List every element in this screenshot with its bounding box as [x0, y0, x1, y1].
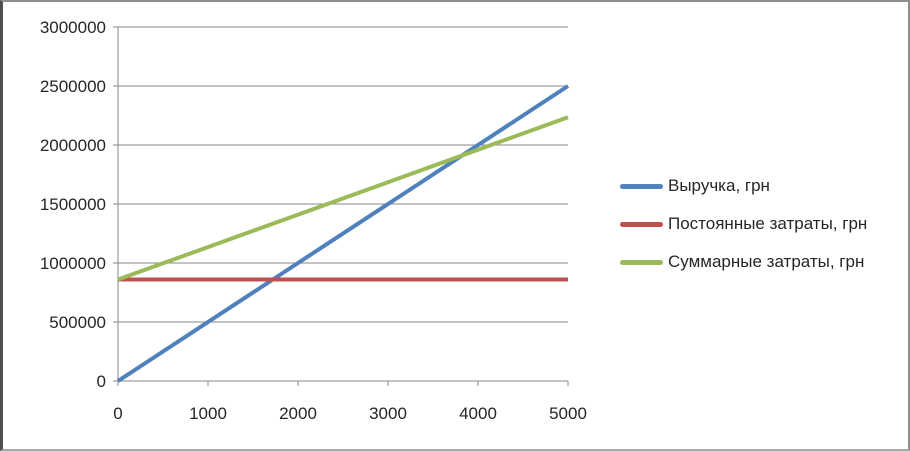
x-tick-label: 2000: [279, 404, 317, 423]
legend-label-total-costs: Суммарные затраты, грн: [668, 252, 865, 271]
revenue-line-swatch-icon: [620, 183, 663, 189]
legend-item-revenue[interactable]: Выручка, грн: [620, 175, 867, 197]
legend-item-fixed-costs[interactable]: Постоянные затраты, грн: [620, 213, 867, 235]
legend: Выручка, грн Постоянные затраты, грн Сум…: [620, 175, 867, 289]
fixed-costs-line-swatch-icon: [620, 221, 663, 227]
x-tick-label: 5000: [549, 404, 587, 423]
y-tick-label: 500000: [49, 313, 106, 332]
legend-item-total-costs[interactable]: Суммарные затраты, грн: [620, 251, 867, 273]
x-tick-label: 4000: [459, 404, 497, 423]
total-costs-line-swatch-icon: [620, 259, 663, 265]
y-tick-label: 1000000: [40, 254, 106, 273]
x-tick-label: 0: [113, 404, 122, 423]
y-tick-label: 3000000: [40, 18, 106, 37]
series-line-2[interactable]: [117, 115, 569, 282]
x-tick-label: 1000: [189, 404, 227, 423]
chart-canvas: 0500000100000015000002000000250000030000…: [40, 18, 587, 423]
legend-label-revenue: Выручка, грн: [668, 176, 770, 195]
y-tick-label: 2500000: [40, 77, 106, 96]
series-line-0[interactable]: [116, 84, 570, 383]
y-tick-label: 2000000: [40, 136, 106, 155]
y-tick-label: 0: [97, 372, 106, 391]
x-tick-label: 3000: [369, 404, 407, 423]
legend-label-fixed-costs: Постоянные затраты, грн: [668, 214, 868, 233]
y-tick-label: 1500000: [40, 195, 106, 214]
